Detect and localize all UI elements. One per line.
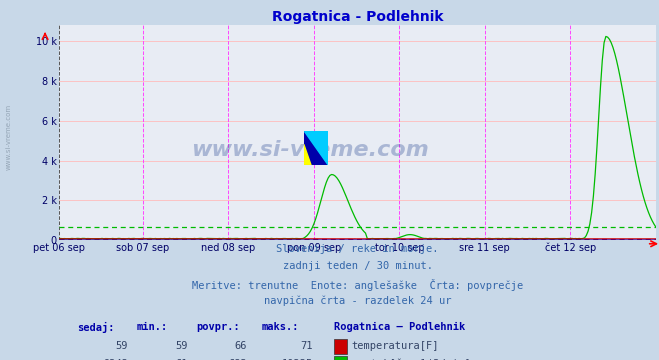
Bar (333, 339, 347, 354)
Text: 66: 66 (235, 341, 247, 351)
Text: maks.:: maks.: (262, 321, 300, 332)
Bar (333, 356, 347, 360)
Text: 71: 71 (301, 341, 313, 351)
Text: zadnji teden / 30 minut.: zadnji teden / 30 minut. (283, 261, 432, 271)
Text: navpična črta - razdelek 24 ur: navpična črta - razdelek 24 ur (264, 296, 451, 306)
Text: pretok[čevelj3/min]: pretok[čevelj3/min] (351, 359, 471, 360)
Text: 10235: 10235 (281, 359, 313, 360)
Text: Meritve: trenutne  Enote: anglešaške  Črta: povprečje: Meritve: trenutne Enote: anglešaške Črta… (192, 279, 523, 291)
Text: Rogatnica – Podlehnik: Rogatnica – Podlehnik (333, 321, 465, 332)
Text: min.:: min.: (137, 321, 168, 332)
Text: www.si-vreme.com: www.si-vreme.com (191, 140, 428, 160)
Text: 59: 59 (175, 341, 188, 351)
Text: temperatura[F]: temperatura[F] (351, 341, 439, 351)
Text: 683: 683 (229, 359, 247, 360)
Text: www.si-vreme.com: www.si-vreme.com (5, 104, 11, 170)
Text: 59: 59 (115, 341, 128, 351)
Text: povpr.:: povpr.: (196, 321, 241, 332)
Text: sedaj:: sedaj: (77, 321, 115, 333)
Title: Rogatnica - Podlehnik: Rogatnica - Podlehnik (272, 10, 444, 24)
Text: 61: 61 (175, 359, 188, 360)
Text: Slovenija / reke in morje.: Slovenija / reke in morje. (276, 244, 439, 254)
Text: 9242: 9242 (103, 359, 128, 360)
